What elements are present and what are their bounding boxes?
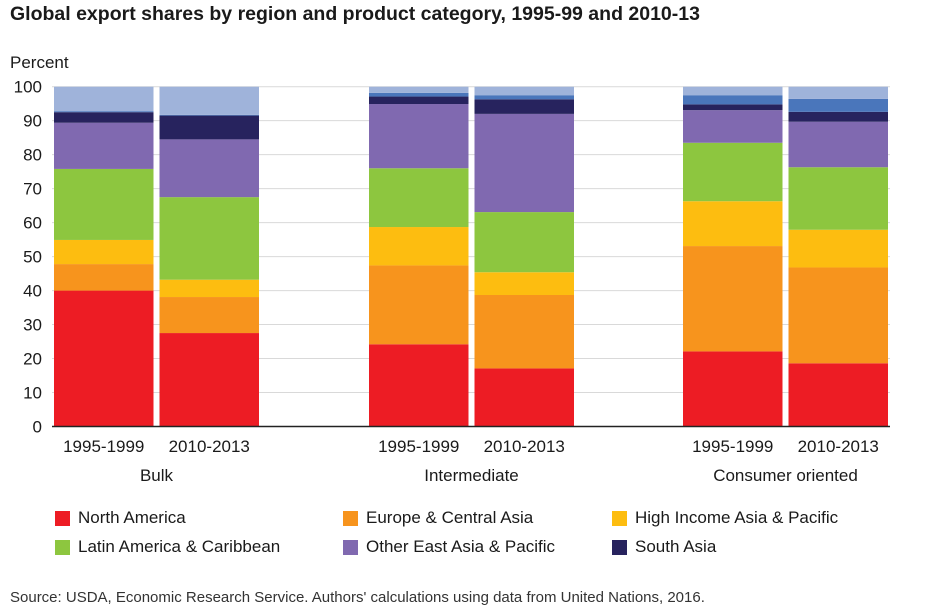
y-tick-label: 70 — [23, 180, 42, 199]
bar-segment-other-east-asia-pacific — [474, 113, 574, 213]
y-tick-label: 100 — [14, 78, 42, 97]
legend-swatch — [55, 539, 70, 555]
bar-segment-europe-central-asia — [474, 294, 574, 369]
y-tick-label: 40 — [23, 282, 42, 301]
bar-segment-latin-america-caribbean — [474, 212, 574, 273]
bar-segment-latin-america-caribbean — [159, 197, 259, 280]
bar-segment-europe-central-asia — [788, 267, 888, 364]
bar-segment-high-income-asia-pacific — [159, 279, 259, 298]
group-label: Consumer oriented — [713, 466, 858, 485]
legend-swatch — [55, 510, 70, 526]
y-tick-label: 90 — [23, 112, 42, 131]
group-label: Bulk — [140, 466, 174, 485]
y-tick-label: 80 — [23, 146, 42, 165]
legend-item: Other East Asia & Pacific — [343, 537, 555, 557]
legend-label: Europe & Central Asia — [366, 508, 534, 527]
bar-segment-south-asia — [788, 111, 888, 122]
legend-label: South Asia — [635, 537, 717, 556]
legend-item: South Asia — [612, 537, 716, 557]
x-tick-label: 1995-1999 — [63, 437, 144, 456]
legend-label: Latin America & Caribbean — [78, 537, 281, 556]
bar-segment-other — [474, 86, 574, 96]
bar-segment-south-asia — [54, 112, 154, 123]
bar-segment-south-asia — [159, 115, 259, 140]
legend-label: High Income Asia & Pacific — [635, 508, 839, 527]
bar-segment-high-income-asia-pacific — [54, 239, 154, 265]
bar-segment-europe-central-asia — [159, 297, 259, 334]
bar-segment-europe-central-asia — [683, 246, 783, 352]
bar-segment-europe-central-asia — [54, 264, 154, 291]
x-tick-label: 2010-2013 — [484, 437, 565, 456]
bar-segment-north-america — [788, 363, 888, 427]
source-note: Source: USDA, Economic Research Service.… — [10, 589, 705, 606]
bar-segment-other — [683, 86, 783, 96]
legend-label: North America — [78, 508, 186, 527]
bar-segment-latin-america-caribbean — [369, 168, 469, 228]
bar-segment-north-america — [159, 333, 259, 427]
bar-segment-other-east-asia-pacific — [159, 139, 259, 198]
bar-segment-other — [54, 111, 154, 113]
bar-segment-north-america — [54, 290, 154, 427]
legend-swatch — [343, 539, 358, 555]
bar-segment-latin-america-caribbean — [788, 167, 888, 230]
bar-segment-other-east-asia-pacific — [788, 121, 888, 168]
bar-segment-south-asia — [683, 104, 783, 111]
chart-title: Global export shares by region and produ… — [10, 3, 700, 25]
legend-item: Europe & Central Asia — [343, 508, 533, 528]
bar-segment-europe-central-asia — [369, 265, 469, 345]
bar-segment-other-east-asia-pacific — [54, 122, 154, 169]
bar-segment-other — [788, 98, 888, 112]
bar-segment-other — [159, 86, 259, 115]
group-label: Intermediate — [424, 466, 519, 485]
bar-segment-high-income-asia-pacific — [788, 229, 888, 268]
y-axis-label: Percent — [10, 53, 69, 72]
legend-item: North America — [55, 508, 186, 528]
legend-swatch — [343, 510, 358, 526]
bar-segment-other — [369, 86, 469, 93]
y-tick-label: 10 — [23, 384, 42, 403]
bar-segment-high-income-asia-pacific — [683, 201, 783, 247]
bar-segment-other-east-asia-pacific — [683, 110, 783, 143]
bar-segment-latin-america-caribbean — [54, 168, 154, 240]
x-tick-label: 2010-2013 — [798, 437, 879, 456]
bar-segment-high-income-asia-pacific — [474, 272, 574, 295]
y-tick-label: 0 — [33, 418, 42, 437]
y-tick-label: 30 — [23, 316, 42, 335]
bar-segment-other — [683, 95, 783, 105]
bar-segment-latin-america-caribbean — [683, 142, 783, 202]
bar-segment-north-america — [474, 368, 574, 427]
legend-item: Latin America & Caribbean — [55, 537, 280, 557]
bar-segment-high-income-asia-pacific — [369, 227, 469, 266]
legend-swatch — [612, 539, 627, 555]
bar-segment-south-asia — [474, 99, 574, 114]
bar-segment-other — [369, 92, 469, 97]
bar-segment-other-east-asia-pacific — [369, 104, 469, 169]
legend-label: Other East Asia & Pacific — [366, 537, 555, 556]
x-tick-label: 2010-2013 — [169, 437, 250, 456]
x-tick-label: 1995-1999 — [692, 437, 773, 456]
y-tick-label: 20 — [23, 350, 42, 369]
bar-segment-north-america — [369, 344, 469, 427]
bar-segment-other — [474, 95, 574, 100]
bar-segment-other — [159, 114, 259, 116]
bar-segment-north-america — [683, 351, 783, 427]
y-tick-label: 50 — [23, 248, 42, 267]
legend-item: High Income Asia & Pacific — [612, 508, 838, 528]
legend-swatch — [612, 510, 627, 526]
bar-segment-other — [54, 86, 154, 112]
bar-segment-south-asia — [369, 96, 469, 105]
bar-segment-other — [788, 86, 888, 99]
y-tick-label: 60 — [23, 214, 42, 233]
x-tick-label: 1995-1999 — [378, 437, 459, 456]
